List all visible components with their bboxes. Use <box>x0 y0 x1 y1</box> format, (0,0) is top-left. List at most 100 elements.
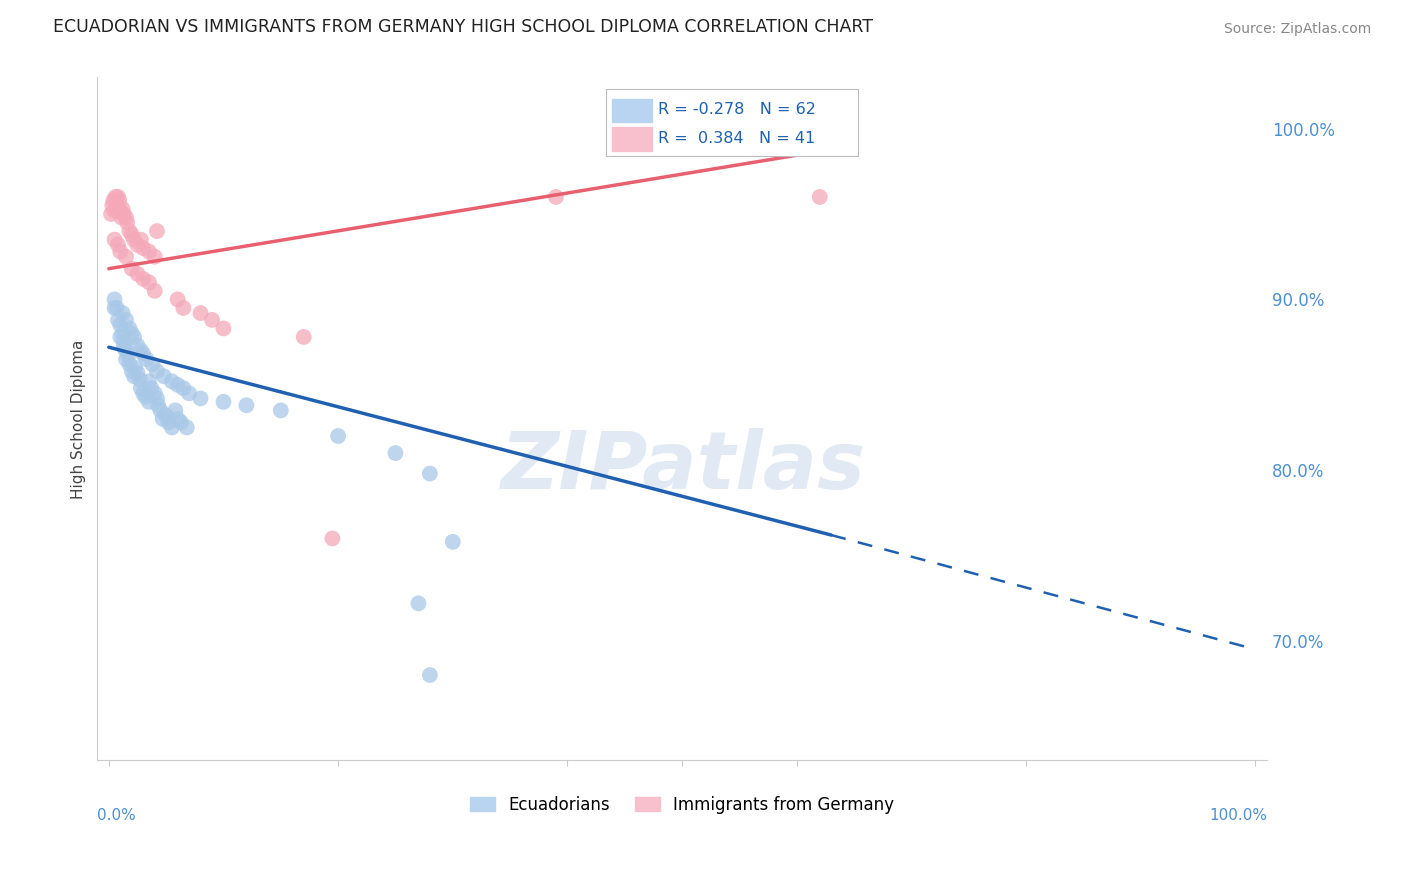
Point <box>138 395 160 409</box>
Point <box>103 301 125 315</box>
Point <box>107 237 129 252</box>
Point <box>110 318 132 332</box>
Text: 100.0%: 100.0% <box>1209 808 1267 823</box>
Point <box>112 340 135 354</box>
Point <box>122 233 145 247</box>
Point <box>132 241 155 255</box>
Point <box>212 395 235 409</box>
Point <box>143 250 166 264</box>
Point <box>235 398 257 412</box>
Point <box>321 532 343 546</box>
Point <box>107 190 129 204</box>
Point <box>152 412 174 426</box>
Point <box>121 227 143 242</box>
Text: Source: ZipAtlas.com: Source: ZipAtlas.com <box>1223 22 1371 37</box>
Text: R =  0.384   N = 41: R = 0.384 N = 41 <box>658 131 815 145</box>
Point <box>326 429 349 443</box>
Point <box>115 211 138 225</box>
Point <box>292 330 315 344</box>
Point <box>129 233 152 247</box>
Point <box>122 369 145 384</box>
Point <box>112 207 135 221</box>
Legend: Ecuadorians, Immigrants from Germany: Ecuadorians, Immigrants from Germany <box>464 789 901 821</box>
Point <box>118 321 141 335</box>
Point <box>115 250 138 264</box>
Point <box>105 301 128 315</box>
Point <box>103 194 125 208</box>
Text: ECUADORIAN VS IMMIGRANTS FROM GERMANY HIGH SCHOOL DIPLOMA CORRELATION CHART: ECUADORIAN VS IMMIGRANTS FROM GERMANY HI… <box>53 18 873 36</box>
Point <box>153 369 176 384</box>
Point <box>129 381 152 395</box>
Point <box>166 412 188 426</box>
Point <box>134 390 156 404</box>
Point <box>127 366 149 380</box>
Point <box>190 392 212 406</box>
FancyBboxPatch shape <box>612 99 652 122</box>
Point <box>166 293 188 307</box>
Point <box>165 403 187 417</box>
Text: R = -0.278   N = 62: R = -0.278 N = 62 <box>658 102 815 117</box>
Point <box>177 386 200 401</box>
Point <box>172 301 194 315</box>
Point <box>105 198 128 212</box>
Point <box>155 409 177 423</box>
Point <box>138 244 160 259</box>
Point <box>441 534 464 549</box>
Point <box>115 216 138 230</box>
Point <box>146 398 169 412</box>
Point <box>143 386 166 401</box>
Point <box>111 326 134 341</box>
Point <box>110 211 132 225</box>
Point <box>103 233 125 247</box>
Point <box>129 343 152 358</box>
Point <box>118 224 141 238</box>
Point <box>122 330 145 344</box>
Point <box>103 203 125 218</box>
Point <box>160 375 183 389</box>
Point <box>212 321 235 335</box>
Point <box>110 330 132 344</box>
Point <box>149 403 172 417</box>
Point <box>157 415 180 429</box>
Point <box>141 381 163 395</box>
Point <box>111 306 134 320</box>
Point <box>143 284 166 298</box>
Point <box>808 190 831 204</box>
Point <box>115 313 138 327</box>
Point <box>127 338 149 352</box>
Point <box>172 381 194 395</box>
Y-axis label: High School Diploma: High School Diploma <box>72 339 86 499</box>
Point <box>121 261 143 276</box>
Point <box>270 403 292 417</box>
Point <box>201 313 224 327</box>
Point <box>110 244 132 259</box>
Point <box>419 467 441 481</box>
Point <box>100 207 122 221</box>
Point <box>408 596 430 610</box>
Text: 0.0%: 0.0% <box>97 808 136 823</box>
Point <box>190 306 212 320</box>
Point <box>132 386 155 401</box>
Point <box>544 190 567 204</box>
Point <box>141 357 163 371</box>
Point <box>103 293 125 307</box>
Text: ZIPatlas: ZIPatlas <box>499 428 865 506</box>
Point <box>146 224 169 238</box>
Point <box>132 272 155 286</box>
Point <box>121 326 143 341</box>
Point <box>118 357 141 371</box>
Point <box>121 364 143 378</box>
Point <box>138 276 160 290</box>
Point <box>146 392 169 406</box>
Point <box>112 335 135 350</box>
FancyBboxPatch shape <box>612 128 652 151</box>
Point <box>115 343 138 358</box>
Point <box>160 420 183 434</box>
Point <box>170 415 193 429</box>
Point <box>135 352 157 367</box>
Point <box>127 237 149 252</box>
Point <box>138 375 160 389</box>
Point <box>132 347 155 361</box>
FancyBboxPatch shape <box>606 89 858 156</box>
Point <box>107 313 129 327</box>
